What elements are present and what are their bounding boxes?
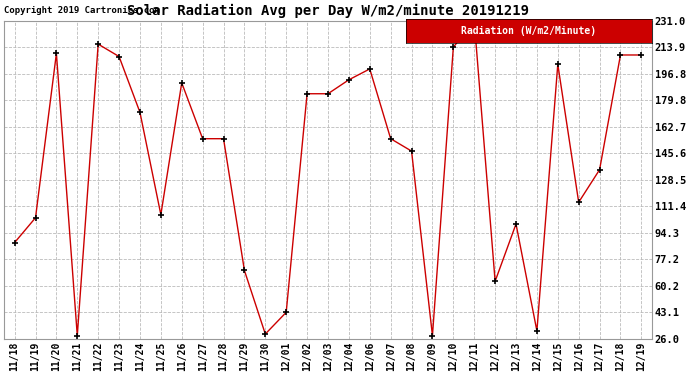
Title: Solar Radiation Avg per Day W/m2/minute 20191219: Solar Radiation Avg per Day W/m2/minute … <box>127 4 529 18</box>
Text: Copyright 2019 Cartronics.com: Copyright 2019 Cartronics.com <box>4 6 160 15</box>
